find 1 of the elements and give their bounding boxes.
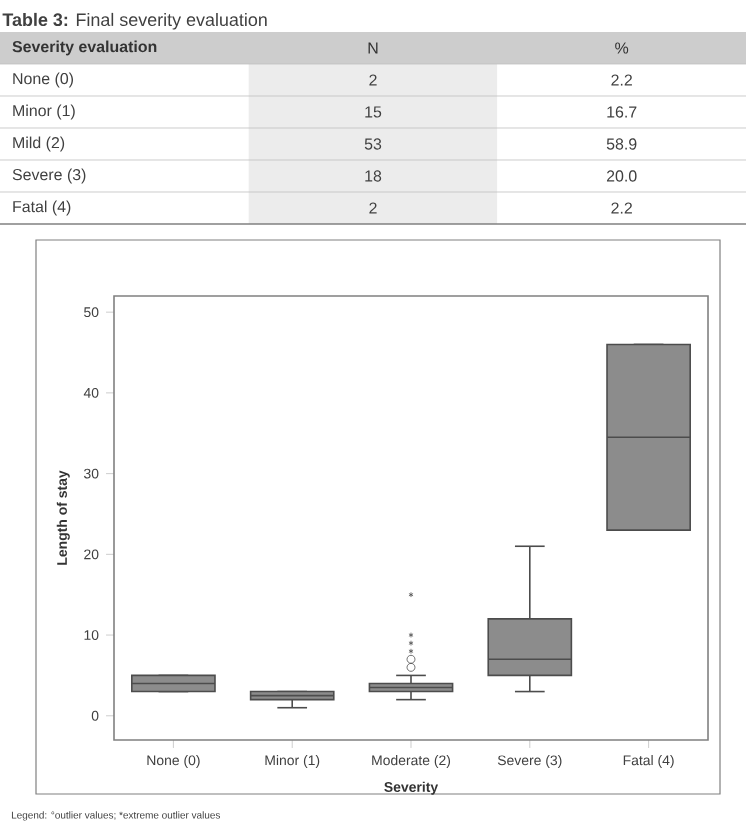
text: Table 3: Final severity evaluation (2, 12, 267, 30)
